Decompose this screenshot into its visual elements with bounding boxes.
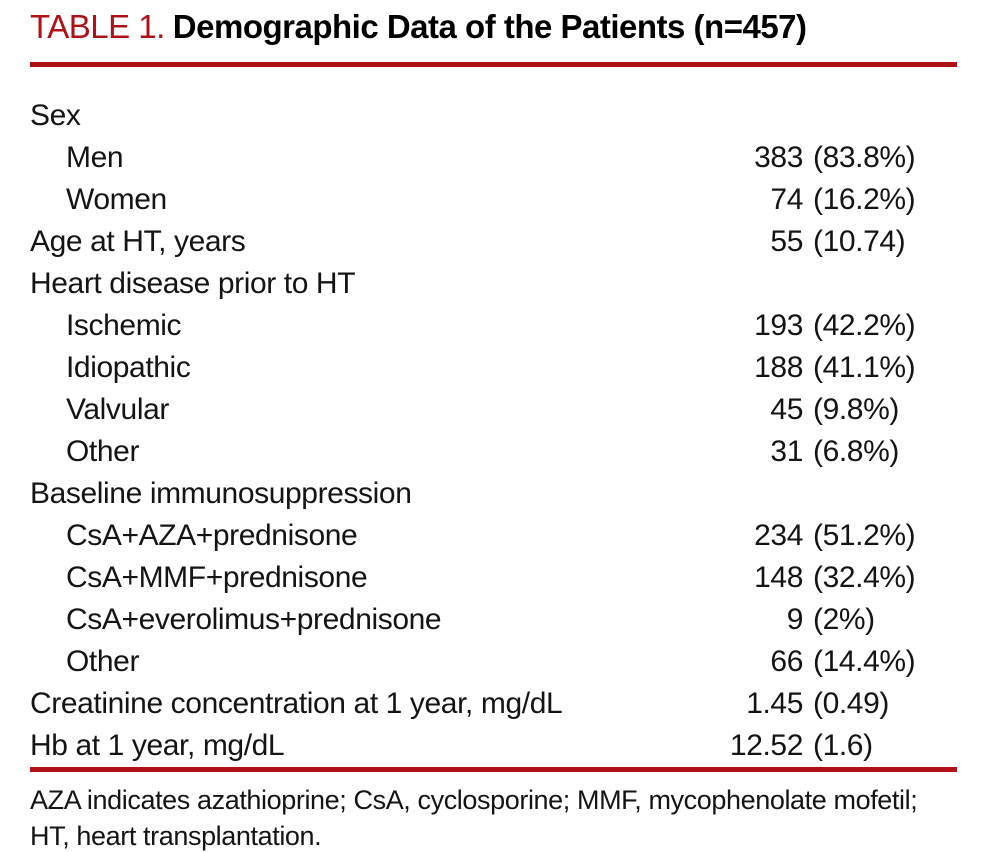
table-footnote: AZA indicates azathioprine; CsA, cyclosp… <box>30 782 957 852</box>
row-value: 148 (32.4%) <box>600 557 916 599</box>
row-label: Hb at 1 year, mg/dL <box>30 729 285 762</box>
table-row-hb: Hb at 1 year, mg/dL 12.52 (1.6) <box>30 725 957 767</box>
row-value: 66 (14.4%) <box>600 641 915 683</box>
table-row-immunosuppression-header: Baseline immunosuppression <box>30 473 957 515</box>
table-caption: Demographic Data of the Patients (n=457) <box>172 8 807 45</box>
row-label: Idiopathic <box>66 351 191 384</box>
row-value: 31 (6.8%) <box>600 431 899 473</box>
row-label: Sex <box>30 99 81 132</box>
row-label: CsA+MMF+prednisone <box>66 561 368 594</box>
value-number: 1.45 <box>746 687 803 720</box>
demographics-table: Sex Men 383 (83.8%) Women 74 (16.2%) Age a… <box>30 95 957 767</box>
row-value: 12.52 (1.6) <box>600 725 873 767</box>
table-row-csa-aza-prednisone: CsA+AZA+prednisone 234 (51.2%) <box>30 515 957 557</box>
row-value: 55 (10.74) <box>600 221 905 263</box>
footnote-line-2: HT, heart transplantation. <box>30 821 322 851</box>
row-label: Women <box>66 183 167 216</box>
row-label: CsA+AZA+prednisone <box>66 519 358 552</box>
table-title: TABLE 1. Demographic Data of the Patients… <box>30 6 957 48</box>
value-detail: (1.6) <box>813 729 873 762</box>
table-row-creatinine: Creatinine concentration at 1 year, mg/d… <box>30 683 957 725</box>
row-label: Age at HT, years <box>30 225 246 258</box>
row-value: 1.45 (0.49) <box>600 683 889 725</box>
value-detail: (6.8%) <box>813 435 899 468</box>
value-number: 234 <box>754 519 803 552</box>
table-row-heart-disease-other: Other 31 (6.8%) <box>30 431 957 473</box>
row-value: 45 (9.8%) <box>600 389 899 431</box>
table-row-csa-everolimus-prednisone: CsA+everolimus+prednisone 9 (2%) <box>30 599 957 641</box>
table-row-women: Women 74 (16.2%) <box>30 179 957 221</box>
row-label: Baseline immunosuppression <box>30 477 412 510</box>
row-label: Ischemic <box>66 309 182 342</box>
value-detail: (83.8%) <box>813 141 916 174</box>
value-number: 193 <box>754 309 803 342</box>
value-number: 55 <box>770 225 803 258</box>
value-detail: (16.2%) <box>813 183 916 216</box>
row-label: Other <box>66 435 140 468</box>
value-detail: (0.49) <box>813 687 889 720</box>
value-number: 188 <box>754 351 803 384</box>
top-rule <box>30 62 957 67</box>
table-row-sex: Sex <box>30 95 957 137</box>
value-number: 9 <box>786 603 804 636</box>
footnote-line-1: AZA indicates azathioprine; CsA, cyclosp… <box>30 785 918 815</box>
table-number: TABLE 1. <box>30 8 165 45</box>
row-label: Other <box>66 645 140 678</box>
row-label: Heart disease prior to HT <box>30 267 356 300</box>
table-row-valvular: Valvular 45 (9.8%) <box>30 389 957 431</box>
row-value: 383 (83.8%) <box>600 137 916 179</box>
value-detail: (51.2%) <box>813 519 916 552</box>
value-detail: (32.4%) <box>813 561 916 594</box>
value-number: 31 <box>770 435 803 468</box>
value-detail: (9.8%) <box>813 393 899 426</box>
value-detail: (2%) <box>813 603 875 636</box>
value-detail: (14.4%) <box>813 645 916 678</box>
table-row-age-at-ht: Age at HT, years 55 (10.74) <box>30 221 957 263</box>
row-value: 188 (41.1%) <box>600 347 916 389</box>
table-row-ischemic: Ischemic 193 (42.2%) <box>30 305 957 347</box>
value-number: 383 <box>754 141 803 174</box>
row-label: CsA+everolimus+prednisone <box>66 603 442 636</box>
row-value: 9 (2%) <box>600 599 875 641</box>
table-row-csa-mmf-prednisone: CsA+MMF+prednisone 148 (32.4%) <box>30 557 957 599</box>
table-row-men: Men 383 (83.8%) <box>30 137 957 179</box>
value-number: 45 <box>770 393 803 426</box>
row-label: Men <box>66 141 124 174</box>
table-row-heart-disease-header: Heart disease prior to HT <box>30 263 957 305</box>
value-number: 148 <box>754 561 803 594</box>
value-detail: (42.2%) <box>813 309 916 342</box>
row-label: Valvular <box>66 393 169 426</box>
value-detail: (41.1%) <box>813 351 916 384</box>
row-value: 74 (16.2%) <box>600 179 915 221</box>
bottom-rule <box>30 767 957 772</box>
row-value: 193 (42.2%) <box>600 305 916 347</box>
table-row-immunosuppression-other: Other 66 (14.4%) <box>30 641 957 683</box>
value-number: 74 <box>770 183 803 216</box>
row-value: 234 (51.2%) <box>600 515 916 557</box>
value-number: 12.52 <box>729 729 803 762</box>
value-detail: (10.74) <box>813 225 906 258</box>
value-number: 66 <box>770 645 803 678</box>
table-row-idiopathic: Idiopathic 188 (41.1%) <box>30 347 957 389</box>
row-label: Creatinine concentration at 1 year, mg/d… <box>30 687 563 720</box>
